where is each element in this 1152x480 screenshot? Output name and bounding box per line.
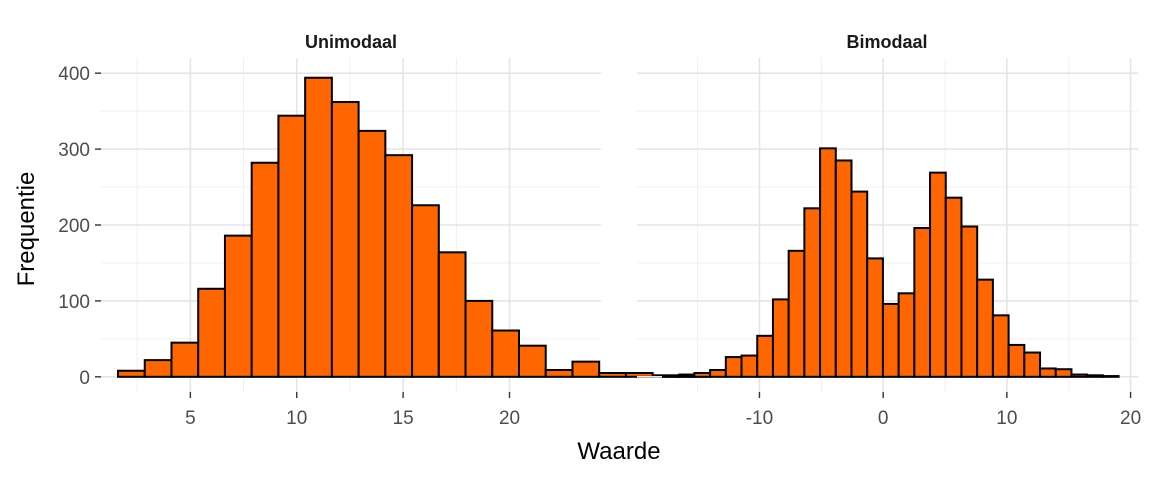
histogram-bar [803, 207, 822, 378]
histogram-bar [771, 298, 790, 378]
histogram-bar [881, 302, 900, 378]
x-tick-label: 20 [1120, 408, 1141, 429]
histogram-bar [197, 287, 226, 378]
y-axis: 0 100 200 300 400 [58, 64, 101, 389]
histogram-bar [724, 356, 743, 378]
x-tick-label: 10 [996, 408, 1017, 429]
histogram-bar [598, 372, 627, 378]
histogram-bar [518, 344, 547, 378]
histogram-bar [1023, 351, 1042, 378]
histogram-bar [411, 204, 440, 378]
y-tick-label: 400 [58, 64, 90, 85]
histogram-bar [223, 234, 253, 378]
x-tick-label: 15 [393, 408, 414, 429]
y-tick-label: 200 [58, 216, 90, 237]
histogram-bar [944, 196, 963, 378]
histogram-bar [866, 257, 884, 378]
x-tick-label: 20 [499, 408, 520, 429]
histogram-bar [1086, 374, 1104, 378]
histogram-bar [437, 251, 467, 378]
x-tick-label: 10 [286, 408, 307, 429]
histogram-bar [850, 190, 869, 378]
histogram-bar [117, 369, 146, 378]
y-tick-label: 300 [58, 140, 90, 161]
histogram-bar [834, 159, 853, 378]
histogram-bar [1054, 368, 1073, 378]
histogram-bar [661, 375, 680, 378]
histogram-bar [1007, 343, 1026, 378]
histogram-bar [384, 154, 414, 378]
histogram-bar [677, 374, 696, 378]
histogram-bar [976, 278, 994, 378]
histogram-bar [819, 147, 837, 378]
histogram-bar [787, 249, 806, 378]
histogram-bar [544, 368, 574, 378]
histogram-bar [304, 76, 333, 378]
histogram-bar [1039, 367, 1057, 378]
histogram-bar [357, 129, 387, 378]
histogram-bar [250, 161, 280, 378]
histogram-bar [464, 299, 494, 378]
histogram-bar [571, 360, 601, 378]
x-tick-label: 0 [878, 408, 889, 429]
histogram-bar [143, 359, 173, 378]
histogram-bar [991, 314, 1010, 378]
histogram-bar [277, 114, 307, 378]
histogram-bar [1070, 373, 1089, 378]
panel-title-bimodaal: Bimodaal [846, 32, 927, 52]
y-axis-title: Frequentie [13, 172, 40, 287]
histogram-bar [491, 329, 521, 378]
histogram-bar [740, 354, 759, 378]
y-tick-label: 100 [58, 292, 90, 313]
panel-bimodaal: Bimodaal -10 0 10 20 [637, 32, 1141, 429]
histogram-bar [693, 372, 712, 378]
y-tick-label: 0 [79, 368, 90, 389]
bars-panel-1 [661, 147, 1120, 378]
panel-title-unimodaal: Unimodaal [305, 32, 397, 52]
x-tick-label: -10 [746, 408, 773, 429]
bars-panel-0 [117, 76, 708, 378]
x-axis-title: Waarde [577, 438, 660, 465]
histogram-bar [1101, 375, 1120, 378]
histogram-bar [709, 368, 727, 378]
histogram-bar [756, 334, 774, 378]
grid-panel-0 [101, 58, 601, 392]
x-axis-panel-0: 5 10 15 20 [185, 392, 520, 429]
histogram-bar [913, 227, 932, 378]
histogram-bar [960, 225, 979, 378]
panel-unimodaal: Unimodaal 5 10 15 20 [101, 32, 708, 429]
x-tick-label: 5 [185, 408, 196, 429]
histogram-bar [897, 292, 916, 378]
histogram-bar [330, 101, 360, 378]
histogram-bar [170, 341, 200, 378]
histogram-bar [929, 171, 947, 378]
x-axis-panel-1: -10 0 10 20 [746, 392, 1141, 429]
